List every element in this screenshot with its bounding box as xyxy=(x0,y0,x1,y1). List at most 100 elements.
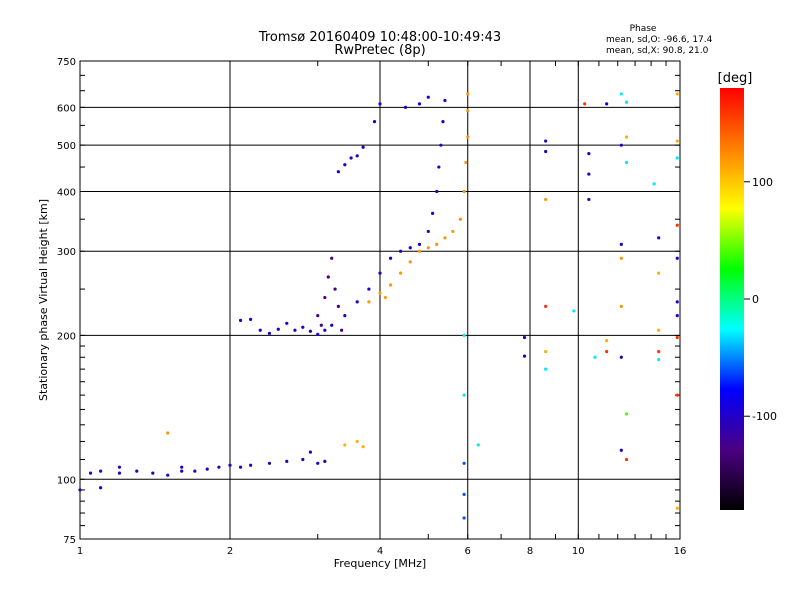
data-point xyxy=(675,256,679,260)
data-point xyxy=(343,443,347,447)
data-point xyxy=(675,335,679,340)
data-point xyxy=(249,317,253,322)
data-point xyxy=(135,469,139,473)
x-axis-label: Frequency [MHz] xyxy=(334,557,426,570)
data-point xyxy=(624,160,629,165)
y-axis-label: Stationary phase Virtual Height [km] xyxy=(37,199,50,401)
data-point xyxy=(316,461,320,465)
data-point xyxy=(117,471,122,475)
data-point xyxy=(435,189,439,194)
phase-info-line2: mean, sd,X: 90.8, 21.0 xyxy=(606,46,709,56)
data-point xyxy=(78,488,82,492)
data-point xyxy=(88,471,93,475)
data-point xyxy=(583,102,587,106)
y-tick-label: 500 xyxy=(57,141,76,152)
data-point xyxy=(166,431,170,435)
data-point xyxy=(462,461,466,465)
y-tick-label: 200 xyxy=(57,331,76,342)
data-point xyxy=(361,445,365,449)
data-point xyxy=(605,349,609,354)
data-point xyxy=(657,357,661,362)
data-point xyxy=(476,443,480,447)
data-point xyxy=(285,321,289,325)
data-point xyxy=(439,143,443,147)
data-point xyxy=(378,102,382,106)
y-tick-label: 100 xyxy=(57,475,76,486)
data-point xyxy=(657,271,661,275)
data-point xyxy=(180,465,184,469)
data-point xyxy=(330,323,334,327)
data-point xyxy=(319,323,323,327)
data-point xyxy=(367,300,371,304)
data-point xyxy=(316,314,320,318)
data-point xyxy=(276,327,280,331)
data-point xyxy=(426,246,430,250)
data-point xyxy=(544,197,548,202)
data-point xyxy=(333,287,337,291)
data-point xyxy=(293,328,297,332)
data-point xyxy=(657,349,661,354)
data-point xyxy=(435,242,439,247)
data-point xyxy=(193,469,197,473)
data-point xyxy=(217,465,221,469)
data-point xyxy=(349,156,353,160)
data-point xyxy=(624,100,629,104)
data-point xyxy=(336,304,340,308)
data-point xyxy=(323,295,327,300)
y-tick-label: 600 xyxy=(57,103,76,114)
data-point xyxy=(587,197,591,202)
data-point xyxy=(619,242,623,247)
data-point xyxy=(426,229,430,234)
chart-title: Tromsø 20160409 10:48:00-10:49:43 xyxy=(258,30,501,45)
x-tick-label: 4 xyxy=(377,546,383,557)
data-point xyxy=(675,300,679,304)
data-point xyxy=(258,328,262,332)
data-point xyxy=(372,120,377,124)
data-point xyxy=(619,448,623,452)
data-point xyxy=(417,242,422,247)
phase-info-title: Phase xyxy=(630,24,657,34)
data-point xyxy=(99,486,103,490)
x-tick-label: 1 xyxy=(77,546,83,557)
data-point xyxy=(572,309,576,313)
data-point xyxy=(462,333,466,337)
data-point xyxy=(426,95,430,99)
data-point xyxy=(336,170,340,174)
x-tick-label: 8 xyxy=(527,546,533,557)
data-point xyxy=(355,154,359,158)
data-point xyxy=(343,163,347,167)
x-tick-label: 2 xyxy=(227,546,233,557)
data-point xyxy=(326,275,330,279)
data-point xyxy=(166,473,170,477)
data-point xyxy=(340,328,344,332)
data-point xyxy=(443,98,447,103)
data-point xyxy=(378,271,382,275)
data-point xyxy=(587,172,591,176)
data-point xyxy=(383,295,387,300)
data-point xyxy=(544,139,548,143)
data-points xyxy=(78,92,679,520)
data-point xyxy=(624,135,629,139)
x-tick-label: 16 xyxy=(674,546,687,557)
data-point xyxy=(466,92,470,96)
colorbar-tick-label: 100 xyxy=(752,176,773,189)
data-point xyxy=(228,463,232,467)
data-point xyxy=(466,135,470,139)
data-point xyxy=(361,145,365,149)
data-point xyxy=(417,102,422,106)
data-point xyxy=(652,182,656,186)
data-point xyxy=(180,469,184,473)
data-point xyxy=(619,256,623,260)
data-point xyxy=(308,450,313,454)
data-point xyxy=(417,249,422,253)
data-point xyxy=(458,217,463,221)
data-point xyxy=(355,300,359,304)
data-point xyxy=(388,283,393,287)
axis-ticks xyxy=(79,60,681,539)
data-point xyxy=(403,105,408,109)
data-point xyxy=(619,304,623,308)
colorbar-tick-label: 0 xyxy=(752,293,759,306)
data-point xyxy=(316,332,320,336)
data-point xyxy=(544,149,548,154)
tick-labels: 1 2 4 6 8 10 16 75 100 200 300 400 500 600 750 xyxy=(57,57,686,557)
